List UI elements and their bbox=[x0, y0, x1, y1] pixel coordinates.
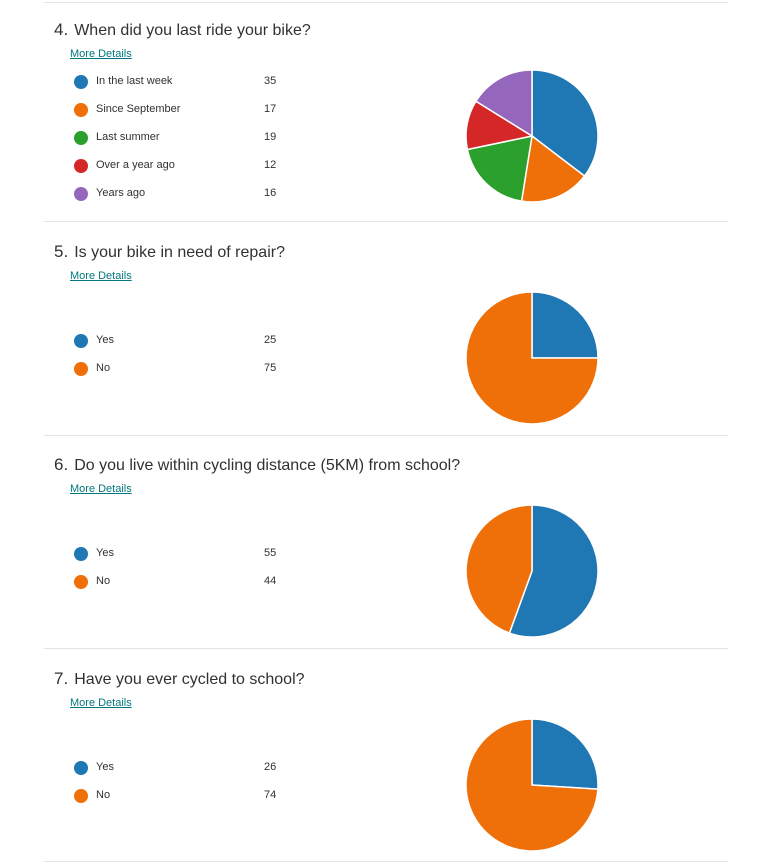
question-text: Have you ever cycled to school? bbox=[74, 671, 305, 688]
pie-chart bbox=[465, 718, 599, 852]
legend-item: Yes 26 bbox=[74, 758, 294, 786]
legend-count: 55 bbox=[264, 547, 277, 559]
section-divider bbox=[44, 221, 728, 222]
legend-swatch bbox=[74, 103, 88, 117]
pie-slice bbox=[465, 291, 599, 425]
pie-slice bbox=[465, 718, 599, 852]
legend-swatch bbox=[74, 131, 88, 145]
pie-slice bbox=[520, 134, 586, 203]
legend-label: Yes bbox=[96, 761, 114, 773]
legend-count: 12 bbox=[264, 159, 277, 171]
section-divider bbox=[44, 435, 728, 436]
legend-label: No bbox=[96, 575, 111, 587]
question-section: 6. Do you live within cycling distance (5… bbox=[44, 435, 728, 648]
legend: Yes 25 No 75 bbox=[74, 331, 294, 387]
legend-item: No 75 bbox=[74, 359, 294, 387]
pie-slice bbox=[466, 135, 533, 203]
legend-swatch bbox=[74, 187, 88, 201]
legend-count: 26 bbox=[264, 761, 277, 773]
legend-count: 35 bbox=[264, 75, 277, 87]
section-divider bbox=[44, 648, 728, 649]
legend-label: No bbox=[96, 362, 111, 374]
more-details-link[interactable]: More Details bbox=[70, 270, 132, 282]
question-section: 7. Have you ever cycled to school? More De… bbox=[44, 649, 728, 862]
legend-item: Yes 55 bbox=[74, 544, 294, 572]
legend-label: Since September bbox=[96, 103, 181, 115]
legend-label: In the last week bbox=[96, 75, 173, 87]
legend-count: 17 bbox=[264, 103, 277, 115]
legend-item: Yes 25 bbox=[74, 331, 294, 359]
legend-item: Last summer 19 bbox=[74, 128, 294, 156]
legend-swatch bbox=[74, 575, 88, 589]
question-number: 7. bbox=[54, 669, 69, 688]
legend-item: Since September 17 bbox=[74, 100, 294, 128]
pie-slice bbox=[508, 504, 599, 638]
legend-swatch bbox=[74, 75, 88, 89]
pie-chart bbox=[465, 69, 599, 203]
question-section: 5. Is your bike in need of repair? More De… bbox=[44, 222, 728, 435]
question-text: Do you live within cycling distance (5KM… bbox=[74, 457, 461, 474]
legend-count: 19 bbox=[264, 131, 277, 143]
question-number: 4. bbox=[54, 20, 69, 39]
pie-chart bbox=[465, 504, 599, 638]
question-text: When did you last ride your bike? bbox=[74, 22, 311, 39]
legend-label: No bbox=[96, 789, 111, 801]
question-title: 7. Have you ever cycled to school? bbox=[54, 669, 305, 689]
legend: Yes 55 No 44 bbox=[74, 544, 294, 600]
section-divider bbox=[44, 2, 728, 3]
question-number: 6. bbox=[54, 455, 69, 474]
legend-label: Last summer bbox=[96, 131, 160, 143]
legend-item: No 44 bbox=[74, 572, 294, 600]
section-divider bbox=[44, 861, 728, 862]
legend: In the last week 35 Since September 17 Last … bbox=[74, 72, 294, 212]
question-section: 4. When did you last ride your bike? More … bbox=[44, 0, 728, 213]
legend-swatch bbox=[74, 362, 88, 376]
legend-swatch bbox=[74, 334, 88, 348]
legend-item: In the last week 35 bbox=[74, 72, 294, 100]
legend-label: Yes bbox=[96, 334, 114, 346]
legend-item: Over a year ago 12 bbox=[74, 156, 294, 184]
pie-chart bbox=[465, 291, 599, 425]
legend-swatch bbox=[74, 159, 88, 173]
legend-count: 44 bbox=[264, 575, 277, 587]
question-text: Is your bike in need of repair? bbox=[74, 244, 285, 261]
pie-slice bbox=[531, 291, 599, 359]
more-details-link[interactable]: More Details bbox=[70, 697, 132, 709]
legend-swatch bbox=[74, 789, 88, 803]
legend-item: No 74 bbox=[74, 786, 294, 814]
question-title: 4. When did you last ride your bike? bbox=[54, 20, 311, 40]
more-details-link[interactable]: More Details bbox=[70, 483, 132, 495]
legend: Yes 26 No 74 bbox=[74, 758, 294, 814]
legend-count: 25 bbox=[264, 334, 277, 346]
question-title: 6. Do you live within cycling distance (5… bbox=[54, 455, 460, 475]
pie-slice bbox=[465, 504, 533, 634]
question-number: 5. bbox=[54, 242, 69, 261]
legend-item: Years ago 16 bbox=[74, 184, 294, 212]
legend-label: Years ago bbox=[96, 187, 146, 199]
pie-slice bbox=[531, 718, 599, 790]
legend-label: Yes bbox=[96, 547, 114, 559]
pie-slice bbox=[531, 69, 599, 178]
pie-slice bbox=[474, 69, 533, 138]
legend-count: 16 bbox=[264, 187, 277, 199]
more-details-link[interactable]: More Details bbox=[70, 48, 132, 60]
legend-count: 75 bbox=[264, 362, 277, 374]
legend-swatch bbox=[74, 547, 88, 561]
legend-swatch bbox=[74, 761, 88, 775]
legend-label: Over a year ago bbox=[96, 159, 175, 171]
legend-count: 74 bbox=[264, 789, 277, 801]
question-title: 5. Is your bike in need of repair? bbox=[54, 242, 285, 262]
